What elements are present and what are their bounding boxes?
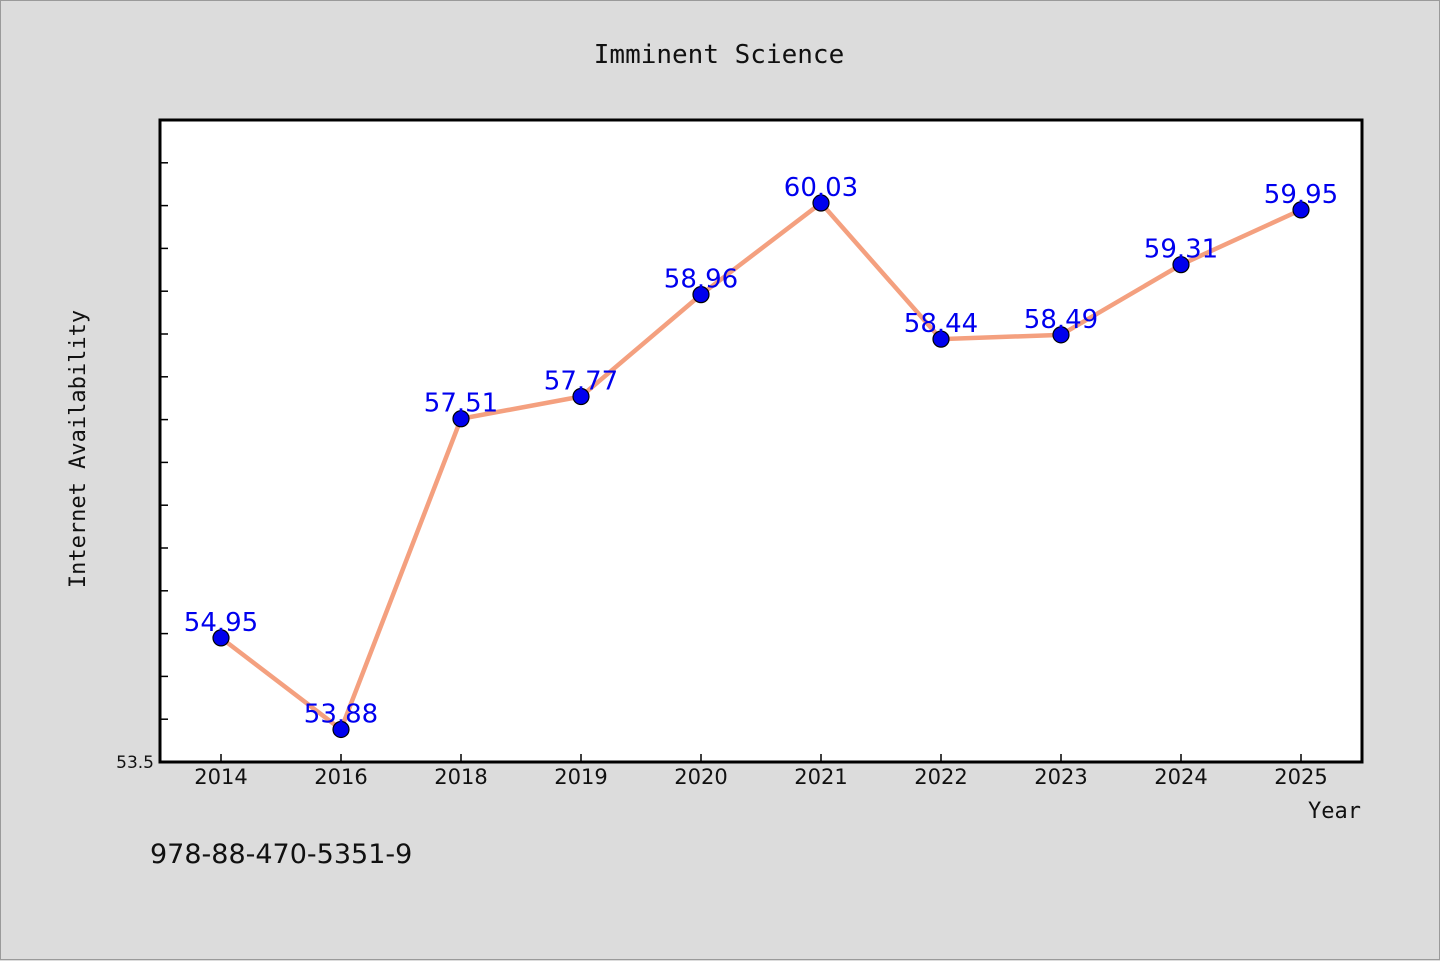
data-point <box>1172 256 1190 274</box>
data-label: 53.88 <box>304 699 378 729</box>
data-point <box>572 387 590 406</box>
x-tick-label: 2019 <box>554 765 607 789</box>
data-point <box>332 720 350 739</box>
x-tick-label: 2025 <box>1274 765 1327 789</box>
x-tick-label: 2014 <box>194 765 247 789</box>
data-label: 60.03 <box>784 173 858 203</box>
x-tick-label: 2021 <box>794 765 847 789</box>
data-label: 54.95 <box>184 608 258 638</box>
x-tick-label: 2022 <box>914 765 967 789</box>
data-point <box>932 330 950 348</box>
data-label: 58.96 <box>664 265 738 295</box>
y-axis-ticks: 53.5 <box>116 162 168 773</box>
data-point <box>812 194 830 212</box>
data-label: 59.31 <box>1144 235 1218 265</box>
y-axis-label: Internet Availability <box>66 310 91 588</box>
chart-title: Imminent Science <box>594 40 844 70</box>
x-tick-label: 2018 <box>434 765 487 789</box>
data-point <box>692 286 710 304</box>
series-line <box>218 200 1304 732</box>
x-axis-ticks: 2014 2016 2018 2019 2020 2021 2022 2023 2024 2025 <box>194 754 1328 789</box>
data-label: 58.44 <box>904 309 978 339</box>
x-tick-label: 2016 <box>314 765 367 789</box>
y-tick-label: 53.5 <box>116 753 154 773</box>
x-tick-label: 2023 <box>1034 765 1087 789</box>
data-label: 57.77 <box>544 366 618 396</box>
data-point <box>1292 201 1310 219</box>
isbn-text: 978-88-470-5351-9 <box>150 839 412 870</box>
x-tick-label: 2024 <box>1154 765 1207 789</box>
x-tick-label: 2020 <box>674 765 727 789</box>
data-point <box>212 629 230 647</box>
data-point <box>1052 326 1070 344</box>
data-point <box>452 410 470 428</box>
series-layer: 54.95 53.88 57.51 57.77 58.96 60.03 58.44 58.49… <box>184 173 1338 739</box>
data-label: 58.49 <box>1024 305 1098 335</box>
x-axis-label: Year <box>1308 799 1361 824</box>
plot-area <box>158 118 1364 764</box>
data-label: 57.51 <box>424 389 498 419</box>
data-label: 59.95 <box>1264 180 1338 210</box>
